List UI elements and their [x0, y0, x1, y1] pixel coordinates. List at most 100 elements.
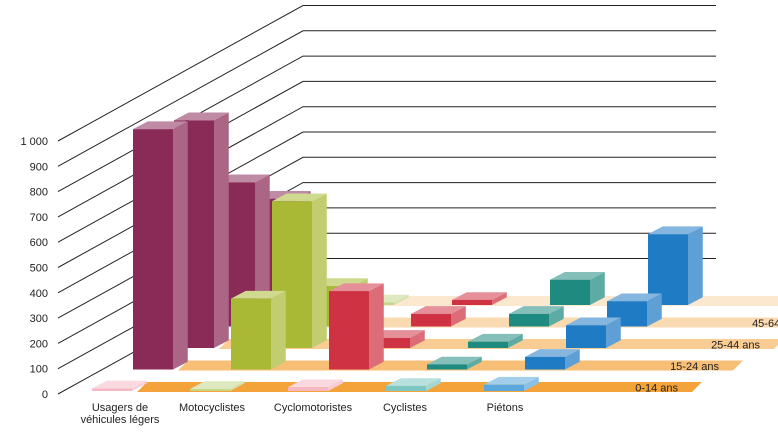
bar-top-face [329, 283, 384, 292]
bar-top-face [386, 378, 441, 386]
y-tick-label: 500 [30, 263, 48, 275]
bar-front-face [288, 387, 328, 391]
bar-side-face [508, 333, 523, 348]
series-label: 25-44 ans [711, 340, 760, 352]
bar-side-face [451, 306, 466, 327]
bar [509, 306, 564, 327]
series-label: 0-14 ans [635, 383, 678, 395]
bar [607, 293, 662, 327]
bar-side-face [688, 226, 703, 305]
bar-top-face [133, 121, 188, 130]
bar [566, 317, 621, 348]
bar-top-face [468, 333, 523, 342]
bar-side-face [312, 193, 327, 348]
bar-side-face [328, 379, 343, 391]
bar-front-face [648, 234, 688, 305]
bar-top-face [525, 349, 580, 357]
bar-side-face [214, 112, 229, 348]
bar-side-face [369, 283, 384, 370]
bar-top-face [484, 376, 539, 385]
y-tick-label: 700 [30, 212, 48, 224]
bar-side-face [467, 356, 482, 370]
bar [525, 349, 580, 370]
y-tick-label: 300 [30, 313, 48, 325]
y-tick-label: 400 [30, 288, 48, 300]
y-axis-ticks: 0 100 200 300 400 500 600 700 800 900 1 000 [20, 136, 48, 401]
bar [468, 333, 523, 348]
bar-front-face [370, 337, 410, 348]
bar-side-face [230, 381, 245, 391]
bar-top-face [427, 356, 482, 365]
bar-side-face [647, 293, 662, 327]
bar-top-face [550, 271, 605, 280]
y-tick-label: 600 [30, 237, 48, 249]
bar [484, 376, 539, 391]
bar-top-face [231, 290, 286, 299]
bar-top-face [288, 379, 343, 388]
bar-top-face [92, 380, 147, 389]
x-category-label: Cyclistes [383, 402, 428, 414]
bar-side-face [524, 376, 539, 391]
bar-front-face [231, 298, 271, 370]
y-tick-label: 800 [30, 187, 48, 199]
bar-top-face [566, 317, 621, 326]
series-label: 15-24 ans [670, 361, 719, 373]
y-tick-label: 200 [30, 338, 48, 350]
bar-front-face [484, 384, 524, 391]
bar-front-face [509, 313, 549, 327]
bar [386, 378, 441, 391]
bar [133, 121, 188, 370]
bar-top-face [174, 112, 229, 121]
bar-side-face [410, 330, 425, 348]
y-tick-label: 100 [30, 364, 48, 376]
bar-side-face [426, 378, 441, 391]
grid-line [57, 30, 716, 167]
bar-front-face [468, 341, 508, 348]
bar-side-face [394, 294, 409, 305]
bar [550, 271, 605, 305]
bar-front-face [329, 291, 369, 370]
y-tick-label: 1 000 [20, 136, 48, 148]
x-category-label: Usagers de véhicules légers [81, 402, 160, 426]
bar-side-face [132, 380, 147, 391]
bar-top-face [509, 306, 564, 314]
x-category-label: Piétons [487, 402, 524, 414]
bar [329, 283, 384, 370]
bar-front-face [411, 313, 451, 327]
bar-front-face [452, 299, 492, 305]
bar-front-face [550, 279, 590, 305]
bars [92, 112, 703, 391]
y-tick-label: 0 [42, 389, 48, 401]
bar [411, 306, 466, 327]
bar-top-face [190, 381, 245, 389]
grid-line [57, 5, 716, 142]
bar-side-face [565, 349, 580, 370]
bar-front-face [92, 388, 132, 391]
bar-top-face [452, 292, 507, 300]
x-category-label: Cyclomotoristes [274, 402, 353, 414]
x-axis-categories: Usagers de véhicules légers Motocyclistes C… [81, 402, 524, 426]
bar-side-face [271, 290, 286, 370]
bar-side-face [492, 292, 507, 305]
bar [231, 290, 286, 370]
bar-side-face [173, 121, 188, 370]
bar [190, 381, 245, 391]
bar-side-face [590, 271, 605, 305]
y-tick-label: 900 [30, 161, 48, 173]
bar-top-face [272, 193, 327, 202]
x-category-label: Motocyclistes [179, 402, 246, 414]
bar-side-face [255, 174, 270, 327]
bar-top-face [411, 306, 466, 314]
bar-front-face [133, 129, 173, 370]
bar-side-face [606, 317, 621, 348]
bar-side-face [549, 306, 564, 327]
bar [427, 356, 482, 370]
bar-front-face [427, 364, 467, 370]
bar-front-face [190, 389, 230, 391]
bar-front-face [386, 385, 426, 391]
bar-front-face [525, 356, 565, 370]
bar [452, 292, 507, 305]
bar [648, 226, 703, 305]
